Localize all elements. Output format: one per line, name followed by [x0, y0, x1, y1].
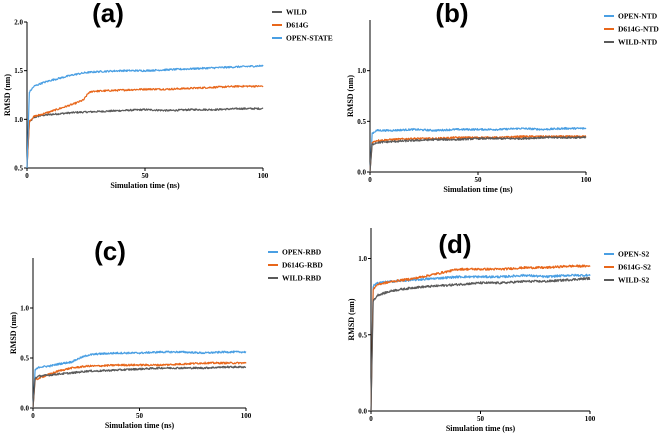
series-line-0: [32, 350, 247, 409]
x-tick-label: 0: [25, 172, 29, 180]
chart-panel-1: (b) 0 50 100 0.0 0.5 1.0 Simulation time (ns) RM…: [346, 0, 659, 194]
series-line-1: [26, 84, 264, 169]
panel-label: (c): [94, 236, 126, 266]
legend-label: WILD: [286, 8, 307, 17]
legend-label: D614G-S2: [618, 263, 651, 272]
y-tick-label: 1.5: [14, 67, 23, 75]
y-tick-label: 0.5: [357, 118, 366, 126]
x-axis-label: Simulation time (ns): [446, 424, 516, 433]
y-tick-label: 0.0: [358, 408, 367, 416]
series-line-1: [32, 361, 247, 409]
y-axis-label: RMSD (nm): [3, 74, 12, 116]
x-tick-label: 100: [241, 412, 252, 420]
y-axis-label: RMSD (nm): [347, 298, 356, 340]
series-line-2: [369, 136, 587, 173]
y-tick-label: 0.5: [14, 165, 23, 173]
x-tick-label: 0: [31, 412, 35, 420]
y-tick-label: 0.0: [20, 405, 29, 413]
legend-label: WILD-NTD: [618, 38, 658, 47]
x-tick-label: 100: [585, 415, 596, 423]
x-axis-label: Simulation time (ns): [105, 421, 175, 430]
panel-label: (a): [92, 0, 124, 28]
series-line-1: [370, 264, 591, 412]
legend-label: D614G-NTD: [618, 25, 659, 34]
y-tick-label: 0.5: [358, 331, 367, 339]
x-tick-label: 0: [368, 176, 372, 184]
series-line-0: [26, 107, 264, 169]
x-tick-label: 50: [142, 172, 150, 180]
x-axis-label: Simulation time (ns): [110, 181, 180, 190]
series-line-2: [26, 64, 264, 169]
y-tick-label: 1.0: [20, 305, 29, 313]
legend-label: OPEN-S2: [618, 250, 650, 259]
x-tick-label: 50: [477, 415, 485, 423]
y-axis-label: RMSD (nm): [346, 75, 355, 117]
legend-label: D614G: [286, 21, 309, 30]
y-tick-label: 1.0: [357, 67, 366, 75]
legend-label: WILD-S2: [618, 276, 650, 285]
x-axis-label: Simulation time (ns): [443, 185, 513, 194]
chart-panel-3: (d) 0 50 100 0.0 0.5 1.0 Simulation time (ns) RM…: [347, 228, 651, 433]
series-line-2: [32, 365, 247, 409]
chart-panel-0: (a) 0 50 100 0.5 1.0 1.5 2.0 Simulation time (ns…: [3, 0, 333, 190]
legend-label: D614G-RBD: [282, 261, 323, 270]
legend-label: WILD-RBD: [282, 274, 322, 283]
y-tick-label: 2.0: [14, 19, 23, 27]
x-tick-label: 50: [475, 176, 483, 184]
series-line-2: [370, 276, 591, 412]
y-axis-label: RMSD (nm): [9, 312, 18, 354]
series-line-0: [369, 126, 587, 173]
x-tick-label: 0: [369, 415, 373, 423]
chart-panel-2: (c) 0 50 100 0.0 0.5 1.0 Simulation time (ns) RM…: [9, 236, 323, 430]
y-tick-label: 1.0: [14, 116, 23, 124]
legend-label: OPEN-NTD: [618, 12, 658, 21]
x-tick-label: 50: [136, 412, 144, 420]
x-tick-label: 100: [581, 176, 592, 184]
panel-label: (b): [435, 0, 468, 28]
legend-label: OPEN-STATE: [286, 34, 333, 43]
legend-label: OPEN-RBD: [282, 248, 322, 257]
y-tick-label: 0.0: [357, 169, 366, 177]
x-tick-label: 100: [258, 172, 269, 180]
y-tick-label: 0.5: [20, 355, 29, 363]
y-tick-label: 1.0: [358, 255, 367, 263]
series-line-0: [370, 273, 591, 412]
panel-label: (d): [438, 229, 471, 259]
